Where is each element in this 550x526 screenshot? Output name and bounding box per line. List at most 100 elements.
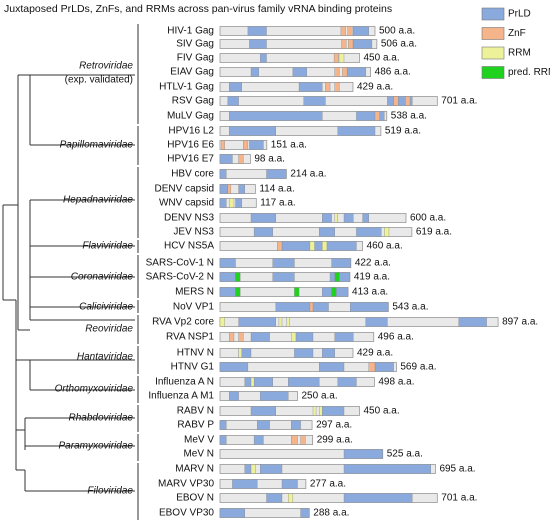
domain xyxy=(337,377,357,387)
domain xyxy=(227,184,232,194)
length-label: 543 a.a. xyxy=(392,302,428,313)
length-label: 413 a.a. xyxy=(352,287,388,298)
length-label: 569 a.a. xyxy=(400,362,436,373)
domain xyxy=(343,493,413,503)
length-label: 701 a.a. xyxy=(441,493,477,504)
protein-name: HBV core xyxy=(171,169,214,180)
protein-name: HIV-1 Gag xyxy=(167,26,214,37)
length-label: 496 a.a. xyxy=(378,332,414,343)
protein-name: JEV NS3 xyxy=(173,227,214,238)
domain xyxy=(238,332,244,342)
length-label: 297 a.a. xyxy=(316,420,352,431)
family-name: Rhabdoviridae xyxy=(69,413,134,424)
length-label: 429 a.a. xyxy=(357,82,393,93)
length-label: 538 a.a. xyxy=(391,111,427,122)
protein-bar xyxy=(219,435,314,445)
protein-name: HCV NS5A xyxy=(164,241,214,252)
domain xyxy=(250,332,270,342)
length-label: 450 a.a. xyxy=(364,406,400,417)
protein-bar xyxy=(219,227,413,237)
protein-name: EIAV Gag xyxy=(170,67,214,78)
length-label: 277 a.a. xyxy=(310,479,346,490)
domain xyxy=(353,39,373,49)
domain xyxy=(309,302,314,312)
family-name: Retroviridae xyxy=(79,61,133,72)
domain xyxy=(334,82,340,92)
domain xyxy=(257,420,270,430)
domain xyxy=(229,111,323,121)
domain xyxy=(368,362,376,372)
protein-bar xyxy=(219,39,378,49)
protein-name: EBOV N xyxy=(176,493,214,504)
domain xyxy=(277,241,283,251)
protein-bar xyxy=(219,479,307,489)
protein-bar xyxy=(219,126,382,136)
domain xyxy=(374,111,380,121)
length-label: 460 a.a. xyxy=(367,241,403,252)
legend-label: ZnF xyxy=(508,28,526,39)
length-label: 299 a.a. xyxy=(317,435,353,446)
domain xyxy=(229,82,242,92)
domain xyxy=(356,111,385,121)
family-name: Hantaviridae xyxy=(77,352,134,363)
domain xyxy=(356,227,382,237)
protein-name: MeV N xyxy=(183,449,214,460)
protein-bar xyxy=(219,82,354,92)
domain xyxy=(250,464,256,474)
domain xyxy=(250,213,276,223)
domain xyxy=(272,272,295,282)
domain xyxy=(219,287,236,297)
phylogeny-tree xyxy=(2,74,135,492)
family-note: (exp. validated) xyxy=(65,75,133,86)
legend-label: RRM xyxy=(508,48,531,59)
domain xyxy=(300,508,310,518)
protein-name: MARV N xyxy=(175,464,214,475)
protein-name: SARS-CoV-2 N xyxy=(146,272,214,283)
domain xyxy=(291,332,297,342)
domain xyxy=(238,317,277,327)
protein-name: MeV V xyxy=(184,435,214,446)
domain xyxy=(219,508,245,518)
domain xyxy=(343,464,432,474)
protein-name: SIV Gag xyxy=(176,39,214,50)
domain xyxy=(362,213,370,223)
domain xyxy=(334,272,340,282)
domain xyxy=(219,272,236,282)
domain xyxy=(294,287,300,297)
domain xyxy=(260,391,289,401)
length-label: 429 a.a. xyxy=(357,348,393,359)
protein-name: RABV P xyxy=(177,420,214,431)
domain xyxy=(227,96,239,106)
domain xyxy=(334,213,339,223)
protein-name: HTNV N xyxy=(177,348,214,359)
domain xyxy=(374,362,394,372)
length-label: 98 a.a. xyxy=(254,154,285,165)
domain xyxy=(238,348,242,358)
domain xyxy=(334,332,354,342)
length-label: 250 a.a. xyxy=(302,391,338,402)
length-label: 288 a.a. xyxy=(313,508,349,519)
domain xyxy=(350,302,389,312)
domain xyxy=(322,406,345,416)
family-name: Filoviridae xyxy=(87,486,133,497)
length-label: 419 a.a. xyxy=(354,272,390,283)
domain xyxy=(219,362,249,372)
domain xyxy=(303,96,326,106)
domain xyxy=(235,287,241,297)
domain xyxy=(309,241,315,251)
domain xyxy=(232,479,258,489)
domain xyxy=(298,82,323,92)
domain xyxy=(325,82,331,92)
domain xyxy=(229,391,239,401)
length-label: 114 a.a. xyxy=(259,184,294,195)
domain xyxy=(238,184,246,194)
protein-name: HPV16 L2 xyxy=(168,126,214,137)
protein-name: RABV N xyxy=(177,406,214,417)
length-label: 695 a.a. xyxy=(439,464,475,475)
domain xyxy=(288,493,294,503)
domain xyxy=(340,26,346,36)
domain xyxy=(253,227,273,237)
protein-bar xyxy=(219,493,438,503)
domain xyxy=(235,272,241,282)
protein-name: NoV VP1 xyxy=(173,302,215,313)
